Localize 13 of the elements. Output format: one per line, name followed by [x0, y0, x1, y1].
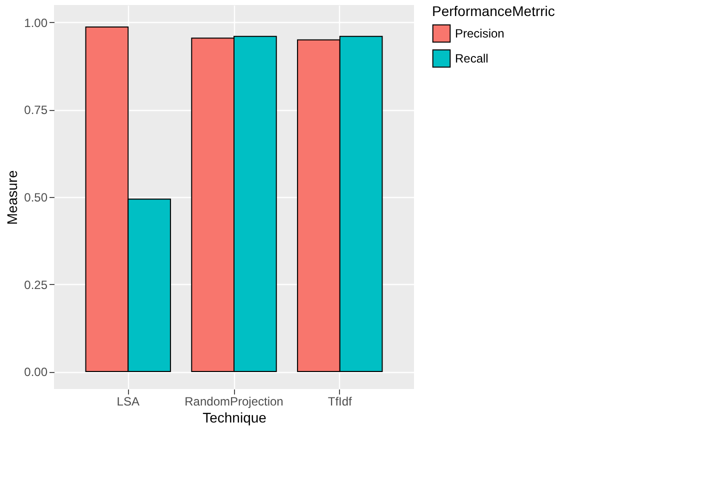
x-tick-label: TfIdf — [328, 394, 353, 408]
y-tick-label: 0.25 — [24, 278, 48, 292]
y-axis-title: Measure — [4, 170, 20, 225]
legend-title: PerformanceMetrric — [432, 3, 555, 19]
legend-label: Recall — [455, 52, 488, 66]
y-tick-label: 0.50 — [24, 190, 48, 204]
y-tick-label: 0.00 — [24, 365, 48, 380]
y-tick-label: 1.00 — [24, 16, 48, 30]
x-tick-label: LSA — [116, 394, 140, 408]
x-tick-label: RandomProjection — [184, 394, 284, 408]
x-axis-title: Technique — [202, 410, 267, 426]
legend-label: Precision — [455, 26, 504, 40]
y-tick-label: 0.75 — [24, 103, 48, 118]
